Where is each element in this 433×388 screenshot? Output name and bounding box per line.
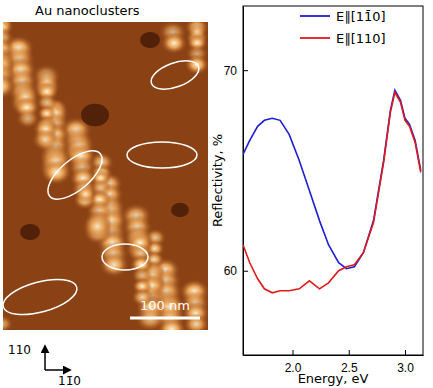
cluster	[185, 54, 208, 74]
stm-image: 100 nm	[0, 14, 209, 341]
y-tick-label: 60	[224, 264, 238, 278]
legend: E∥[11̄0] E∥[110]	[300, 9, 386, 46]
legend-swatch	[300, 37, 330, 39]
y-tick-label: 70	[224, 64, 238, 78]
figure: 100 nmAu nanoclusters11011̄02.02.53.0607…	[0, 0, 433, 388]
plot-frame	[243, 6, 423, 355]
x-tick-mark	[349, 350, 350, 355]
cluster	[161, 32, 187, 54]
highlight-ellipse	[0, 273, 81, 322]
pit	[81, 104, 109, 126]
cluster	[32, 129, 59, 151]
y-tick: 70	[224, 64, 248, 78]
y-tick-mark	[243, 271, 248, 272]
highlight-ellipse	[102, 244, 148, 270]
direction-arrow	[45, 369, 70, 371]
x-tick-mark	[293, 350, 294, 355]
legend-swatch	[300, 15, 330, 17]
x-axis-title: Energy, eV	[298, 371, 369, 386]
pit	[20, 224, 40, 240]
direction-label: 110	[8, 343, 31, 357]
cluster	[3, 315, 13, 330]
series-line	[243, 90, 421, 269]
scale-bar-label: 100 nm	[140, 298, 190, 313]
x-tick-mark	[405, 350, 406, 355]
cluster	[3, 73, 15, 99]
pit	[171, 203, 189, 217]
clusters	[3, 22, 208, 330]
pit	[140, 32, 160, 48]
cluster	[99, 253, 128, 278]
y-axis: 60 70	[224, 7, 248, 356]
direction-label: 11̄0	[58, 374, 81, 388]
cluster	[82, 214, 112, 239]
y-tick-mark	[243, 70, 248, 71]
scale-bar	[130, 317, 200, 320]
x-tick: 3.0	[397, 350, 414, 375]
y-tick: 60	[224, 264, 248, 278]
cluster	[183, 314, 208, 330]
image-title: Au nanoclusters	[35, 3, 140, 18]
legend-label: E∥[110]	[336, 31, 386, 46]
series-line	[243, 92, 421, 293]
y-axis-title: Reflectivity, %	[210, 134, 225, 227]
legend-label: E∥[11̄0]	[336, 9, 386, 24]
x-tick-label: 3.0	[397, 361, 414, 375]
highlight-ellipse	[40, 142, 110, 207]
direction-arrow	[44, 346, 46, 370]
cluster	[75, 185, 96, 203]
highlight-ellipse	[147, 55, 202, 95]
plot-area	[243, 90, 421, 293]
cluster	[16, 109, 40, 129]
highlight-ellipse	[127, 142, 197, 168]
